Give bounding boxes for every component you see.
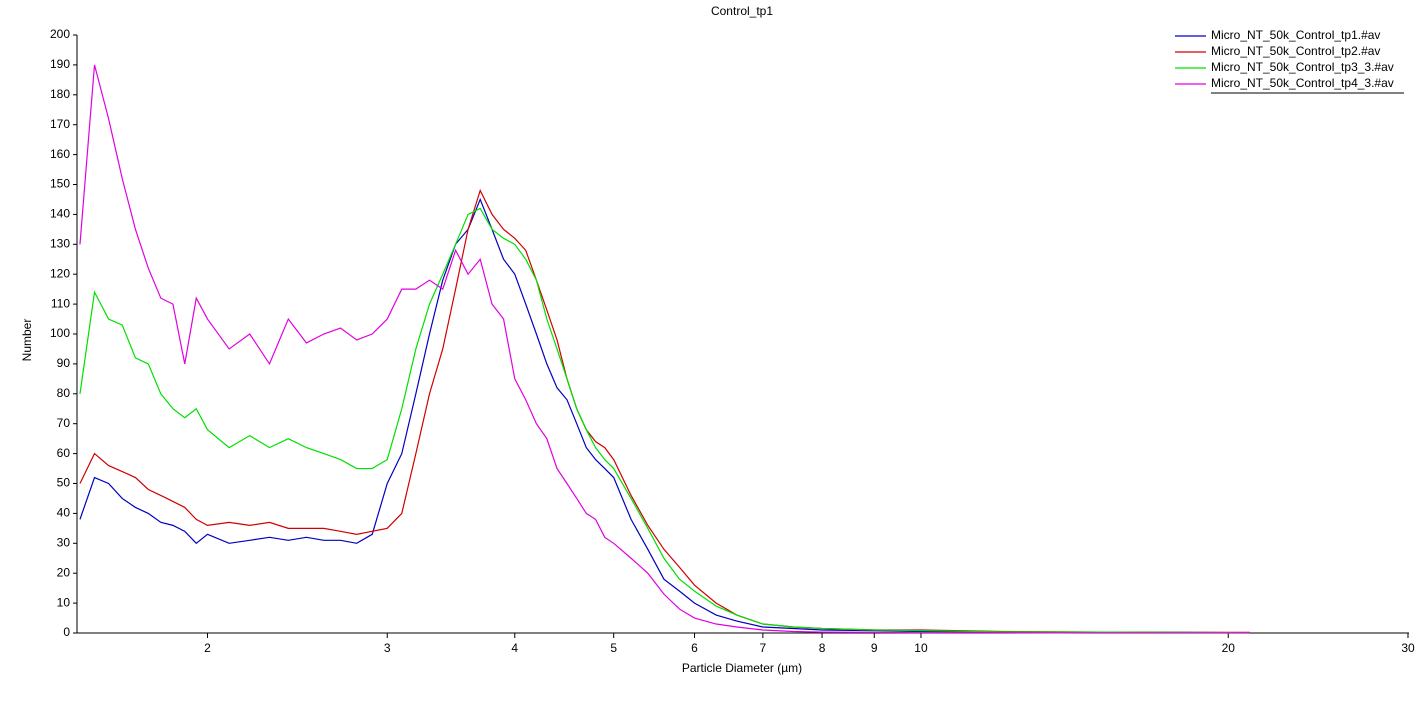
- legend-label: Micro_NT_50k_Control_tp4_3.#av: [1211, 76, 1394, 90]
- legend-label: Micro_NT_50k_Control_tp1.#av: [1211, 28, 1380, 42]
- y-tick-label: 10: [57, 595, 71, 609]
- x-tick-label: 5: [610, 641, 617, 655]
- x-axis-label: Particle Diameter (µm): [682, 661, 802, 675]
- x-tick-label: 20: [1222, 641, 1236, 655]
- x-tick-label: 3: [384, 641, 391, 655]
- y-tick-label: 20: [57, 565, 71, 579]
- x-tick-label: 8: [819, 641, 826, 655]
- y-tick-label: 110: [51, 296, 70, 310]
- series-line: [79, 197, 1250, 634]
- y-tick-label: 40: [57, 506, 71, 520]
- y-tick-label: 0: [63, 625, 70, 639]
- y-tick-label: 80: [57, 386, 71, 400]
- legend-label: Micro_NT_50k_Control_tp2.#av: [1211, 44, 1380, 58]
- x-tick-label: 4: [511, 641, 518, 655]
- y-tick-label: 190: [50, 57, 70, 71]
- y-tick-label: 160: [50, 147, 70, 161]
- series-line: [79, 64, 1250, 634]
- series-line: [79, 207, 1250, 634]
- x-tick-label: 9: [871, 641, 878, 655]
- y-tick-label: 150: [50, 177, 70, 191]
- x-tick-label: 6: [691, 641, 698, 655]
- y-axis-label: Number: [20, 319, 34, 362]
- x-tick-label: 2: [204, 641, 211, 655]
- y-tick-label: 140: [50, 207, 70, 221]
- y-tick-label: 50: [57, 476, 71, 490]
- y-tick-label: 200: [50, 27, 70, 41]
- y-tick-label: 30: [57, 535, 71, 549]
- y-tick-label: 180: [50, 87, 70, 101]
- series-line: [79, 188, 1250, 633]
- y-tick-label: 130: [50, 236, 70, 250]
- y-tick-label: 100: [50, 326, 70, 340]
- y-tick-label: 60: [57, 446, 71, 460]
- y-tick-label: 70: [57, 416, 71, 430]
- x-tick-label: 10: [914, 641, 928, 655]
- x-tick-label: 7: [760, 641, 767, 655]
- y-tick-label: 90: [57, 356, 71, 370]
- y-tick-label: 170: [50, 117, 70, 131]
- chart-title: Control_tp1: [711, 4, 773, 18]
- y-tick-label: 120: [50, 266, 70, 280]
- x-tick-label: 30: [1401, 641, 1415, 655]
- legend-label: Micro_NT_50k_Control_tp3_3.#av: [1211, 60, 1394, 74]
